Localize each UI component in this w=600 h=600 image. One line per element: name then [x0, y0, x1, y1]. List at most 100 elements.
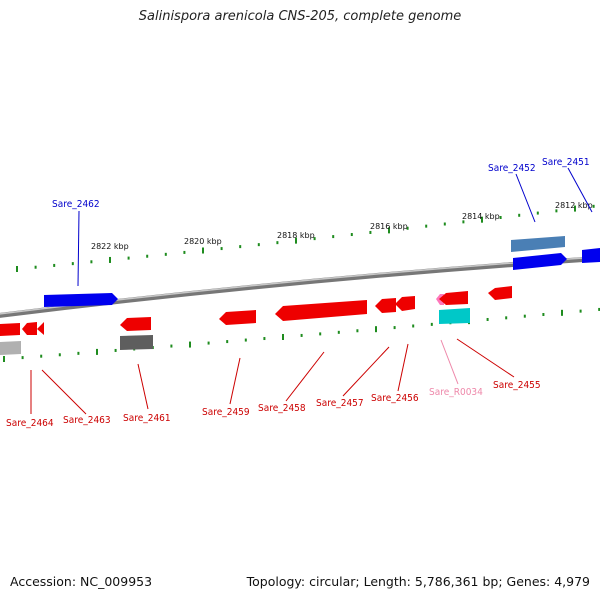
kbp-tick: [202, 247, 204, 254]
kbp-tick: [518, 213, 521, 217]
kbp-tick: [109, 256, 111, 263]
kbp-tick: [207, 341, 210, 345]
kbp-tick: [388, 227, 390, 234]
kbp-tick: [579, 309, 582, 313]
kbp-tick: [226, 340, 229, 344]
kbp-tick: [40, 354, 43, 358]
gene-label-sare-r0034[interactable]: Sare_R0034: [429, 387, 483, 398]
kbp-tick: [425, 224, 428, 228]
kbp-tick: [170, 344, 173, 348]
kbp-label-2822: 2822 kbp: [91, 242, 129, 251]
gene-label-sare-2464[interactable]: Sare_2464: [6, 418, 54, 429]
genome-summary-text: Topology: circular; Length: 5,786,361 bp…: [246, 574, 590, 589]
kbp-tick: [164, 252, 167, 256]
pseudo-feature-sare-2461[interactable]: [120, 335, 153, 350]
gene-arrow-left-1[interactable]: [0, 323, 20, 336]
kbp-tick: [462, 220, 465, 224]
kbp-tick: [276, 241, 279, 245]
gene-label-sare-2462[interactable]: Sare_2462: [52, 199, 100, 210]
kbp-tick: [257, 243, 260, 247]
gene-label-sare-2459[interactable]: Sare_2459: [202, 407, 250, 418]
kbp-tick: [499, 215, 502, 219]
gene-label-sare-2451[interactable]: Sare_2451: [542, 157, 590, 168]
kbp-label-2818: 2818 kbp: [277, 231, 315, 240]
kbp-tick: [332, 235, 335, 239]
kbp-tick: [96, 348, 98, 355]
kbp-label-2816: 2816 kbp: [370, 222, 408, 231]
kbp-tick: [16, 266, 18, 272]
minus-strand-features: [0, 286, 512, 355]
map-title: Salinispora arenicola CNS-205, complete …: [138, 9, 462, 24]
kbp-tick: [574, 205, 576, 212]
gene-arrow-sare-2462[interactable]: [44, 293, 118, 307]
kbp-tick: [34, 265, 37, 269]
accession-text: Accession: NC_009953: [10, 574, 153, 589]
gene-arrow-sare-2452b[interactable]: [513, 253, 567, 270]
kbp-tick: [350, 233, 353, 237]
kbp-tick: [183, 250, 186, 254]
kbp-tick: [239, 245, 242, 249]
kbp-tick: [542, 313, 545, 317]
gene-label-sare-2458[interactable]: Sare_2458: [258, 403, 306, 414]
kbp-tick: [319, 332, 322, 336]
gene-arrow-left-3[interactable]: [37, 322, 44, 335]
kbp-tick: [77, 351, 80, 355]
gene-arrow-sare-2457[interactable]: [375, 298, 396, 313]
gene-arrow-sare-2456[interactable]: [395, 296, 415, 311]
kbp-tick: [561, 309, 563, 316]
kbp-tick: [337, 330, 340, 334]
kbp-tick: [592, 204, 595, 208]
kbp-tick: [375, 326, 377, 333]
gene-label-sare-2457[interactable]: Sare_2457: [316, 398, 364, 409]
kbp-tick: [295, 237, 297, 244]
gene-arrow-sare-2451[interactable]: [582, 248, 600, 263]
kbp-tick: [412, 324, 415, 328]
kbp-tick: [356, 329, 359, 333]
kbp-tick: [486, 317, 489, 321]
kbp-tick: [393, 326, 396, 330]
kbp-tick: [443, 222, 446, 226]
gene-arrow-sare-r0034[interactable]: [439, 291, 468, 305]
kbp-tick: [523, 314, 526, 318]
kbp-tick: [114, 348, 117, 352]
kbp-tick: [71, 262, 74, 266]
kbp-label-2814: 2814 kbp: [462, 212, 500, 221]
kbp-tick: [263, 337, 266, 341]
kbp-tick: [406, 226, 409, 230]
kbp-tick: [53, 263, 56, 267]
gene-label-sare-2463[interactable]: Sare_2463: [63, 415, 111, 426]
gene-arrow-sare-2455[interactable]: [488, 286, 512, 300]
kbp-tick: [369, 230, 372, 234]
plus-strand-features: [44, 236, 600, 307]
gene-label-sare-2455[interactable]: Sare_2455: [493, 380, 541, 391]
gene-label-sare-2452[interactable]: Sare_2452: [488, 163, 536, 174]
kbp-tick: [430, 322, 433, 326]
kbp-tick: [220, 247, 223, 251]
gene-arrow-left-2[interactable]: [22, 322, 37, 335]
kbp-tick: [282, 333, 284, 340]
kbp-tick: [536, 211, 539, 215]
gene-arrow-sare-2461[interactable]: [120, 317, 151, 331]
kbp-tick: [58, 353, 61, 357]
gene-arrow-sare-2458[interactable]: [275, 300, 367, 321]
kbp-tick: [481, 216, 483, 223]
kbp-label-2812: 2812 kbp: [555, 201, 593, 210]
pseudo-feature-left[interactable]: [0, 341, 21, 355]
gene-label-sare-2461[interactable]: Sare_2461: [123, 413, 171, 424]
other-feature-sare-r0034[interactable]: [439, 308, 470, 324]
gene-arrow-sare-2459[interactable]: [219, 310, 256, 325]
kbp-tick: [127, 256, 130, 260]
kbp-tick: [313, 237, 316, 241]
gene-arrow-sare-2452[interactable]: [511, 236, 565, 252]
kbp-tick: [90, 260, 93, 264]
kbp-tick: [189, 341, 191, 348]
label-leaders: [30, 167, 593, 415]
kbp-tick: [244, 338, 247, 342]
kbp-tick: [146, 254, 149, 258]
gene-label-sare-2456[interactable]: Sare_2456: [371, 393, 419, 404]
kbp-tick: [3, 356, 5, 362]
kbp-label-2820: 2820 kbp: [184, 237, 222, 246]
kbp-tick: [300, 333, 303, 337]
kbp-tick: [505, 316, 508, 320]
